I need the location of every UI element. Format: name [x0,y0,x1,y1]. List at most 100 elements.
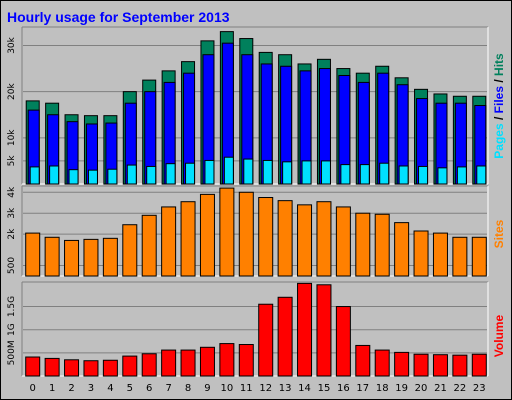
x-tick-label-19: 19 [395,383,408,394]
bar-sites-7 [161,206,177,277]
x-tick-label-15: 15 [318,383,331,394]
bar-sites-1 [44,236,60,277]
bar-volume-9 [199,346,215,377]
bar-pages-11 [243,158,254,185]
bar-pages-20 [418,165,429,185]
legend-sep1: / [492,113,506,123]
bar-pages-1 [49,165,60,185]
bar-sites-12 [258,197,274,277]
bar-volume-1 [44,357,60,377]
legend-pages: Pages [492,123,506,159]
bar-sites-21 [432,232,448,277]
bar-volume-22 [452,354,468,377]
x-tick-label-10: 10 [221,383,234,394]
bar-pages-23 [476,165,487,185]
x-tick-label-0: 0 [30,383,36,394]
legend-hits: Hits [492,53,506,76]
bar-sites-16 [335,206,351,277]
bar-volume-15 [316,284,332,377]
x-tick-label-3: 3 [88,383,94,394]
bar-volume-3 [83,360,99,377]
bar-sites-23 [471,236,487,277]
bar-volume-6 [141,353,157,377]
bar-pages-2 [68,169,79,185]
x-tick-label-20: 20 [415,383,428,394]
bar-sites-4 [102,237,118,277]
bar-volume-5 [122,355,138,377]
legend-files: Files [492,86,506,114]
bar-pages-18 [379,162,390,185]
bar-sites-0 [25,232,41,277]
bar-volume-23 [471,353,487,377]
bar-volume-18 [374,349,390,377]
bar-pages-13 [282,161,293,185]
bar-sites-2 [64,239,80,277]
bar-sites-8 [180,201,196,277]
x-tick-label-13: 13 [279,383,292,394]
x-tick-label-6: 6 [146,383,152,394]
panel-2: 500 2k 3k 4k Sites [7,185,506,277]
side-legend: Sites [492,219,506,248]
bar-pages-6 [146,165,157,185]
bar-sites-17 [355,212,371,277]
x-tick-label-5: 5 [127,383,133,394]
panel-3: 500M 1G 1.5G Volume [7,281,506,377]
bar-pages-10 [223,156,234,185]
bar-volume-8 [180,349,196,377]
y-tick-label: 2k [7,228,17,240]
x-tick-label-4: 4 [107,383,113,394]
bar-sites-22 [452,236,468,277]
bar-sites-10 [219,187,235,277]
bar-volume-7 [161,349,177,377]
x-tick-label-7: 7 [165,383,171,394]
bar-volume-10 [219,343,235,377]
x-tick-label-9: 9 [204,383,210,394]
y-tick-label: 1G [7,323,17,336]
y-tick-label: 10k [7,129,17,146]
bar-pages-22 [456,166,467,185]
bar-pages-17 [359,164,370,185]
legend-sep2: / [492,76,506,86]
bar-pages-9 [204,159,215,185]
legend-volume: Volume [492,314,506,357]
y-tick-label: 1.5G [7,296,17,317]
bar-pages-15 [320,160,331,185]
bar-volume-21 [432,354,448,377]
bar-volume-17 [355,344,371,377]
bar-pages-12 [262,159,273,185]
bar-pages-14 [301,160,312,185]
bar-volume-4 [102,359,118,377]
x-tick-label-2: 2 [68,383,74,394]
x-tick-label-11: 11 [240,383,253,394]
bar-pages-19 [398,165,409,185]
y-tick-label: 20k [7,83,17,100]
bar-sites-14 [297,204,313,277]
bar-volume-19 [394,351,410,377]
x-tick-label-8: 8 [185,383,191,394]
y-tick-label: 30k [7,36,17,53]
y-tick-label: 500 [7,257,17,274]
y-tick-label: 4k [7,186,17,198]
x-tick-label-16: 16 [337,383,350,394]
bar-sites-6 [141,214,157,277]
bar-sites-19 [394,222,410,277]
x-tick-label-23: 23 [473,383,486,394]
x-tick-label-12: 12 [259,383,272,394]
bar-sites-18 [374,213,390,277]
bar-sites-13 [277,200,293,277]
bar-sites-9 [199,193,215,277]
x-tick-label-17: 17 [356,383,369,394]
bar-sites-11 [238,191,254,277]
bar-volume-16 [335,306,351,377]
x-tick-label-1: 1 [49,383,55,394]
bar-volume-14 [297,282,313,377]
bar-pages-16 [340,164,351,185]
bar-pages-5 [126,164,137,185]
chart-title: Hourly usage for September 2013 [7,9,230,25]
x-tick-label-22: 22 [454,383,467,394]
bar-volume-11 [238,344,254,377]
bar-volume-0 [25,356,41,377]
bar-pages-4 [107,168,118,185]
